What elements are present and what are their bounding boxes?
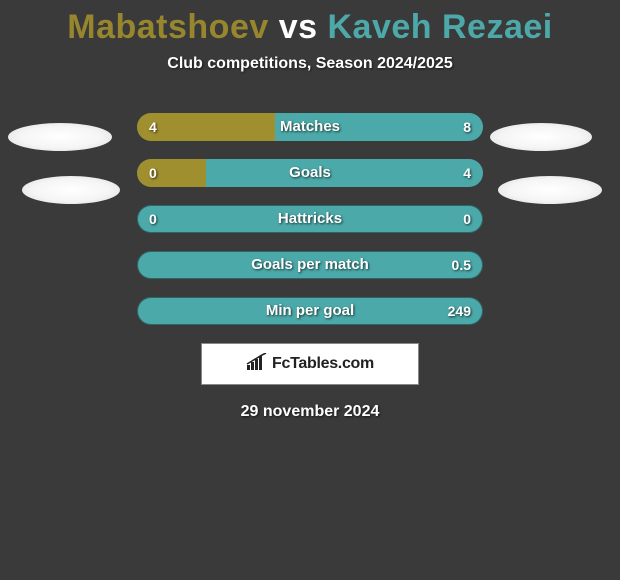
title-player-a: Mabatshoev bbox=[67, 8, 269, 46]
stat-row: 48Matches bbox=[137, 113, 483, 141]
stat-row: 04Goals bbox=[137, 159, 483, 187]
stat-row: 00Hattricks bbox=[137, 205, 483, 233]
decor-oval bbox=[490, 123, 592, 151]
stats-area: 48Matches 04Goals 00Hattricks 0.5Goals per … bbox=[137, 113, 483, 325]
stat-row: 249Min per goal bbox=[137, 297, 483, 325]
subtitle: Club competitions, Season 2024/2025 bbox=[0, 55, 620, 73]
branding-box: FcTables.com bbox=[201, 343, 419, 385]
stat-label: Matches bbox=[137, 113, 483, 141]
branding-text: FcTables.com bbox=[272, 355, 374, 373]
stat-label: Hattricks bbox=[137, 205, 483, 233]
date-line: 29 november 2024 bbox=[0, 403, 620, 421]
stat-row: 0.5Goals per match bbox=[137, 251, 483, 279]
decor-oval bbox=[8, 123, 112, 151]
stat-label: Min per goal bbox=[137, 297, 483, 325]
stat-label: Goals bbox=[137, 159, 483, 187]
decor-oval bbox=[22, 176, 120, 204]
stat-label: Goals per match bbox=[137, 251, 483, 279]
page-title: Mabatshoev vs Kaveh Rezaei bbox=[0, 0, 620, 47]
bar-chart-icon bbox=[246, 353, 268, 376]
title-vs: vs bbox=[279, 8, 318, 46]
decor-oval bbox=[498, 176, 602, 204]
branding-label: FcTables.com bbox=[246, 353, 374, 376]
title-player-b: Kaveh Rezaei bbox=[328, 8, 553, 46]
root: Mabatshoev vs Kaveh Rezaei Club competit… bbox=[0, 0, 620, 580]
